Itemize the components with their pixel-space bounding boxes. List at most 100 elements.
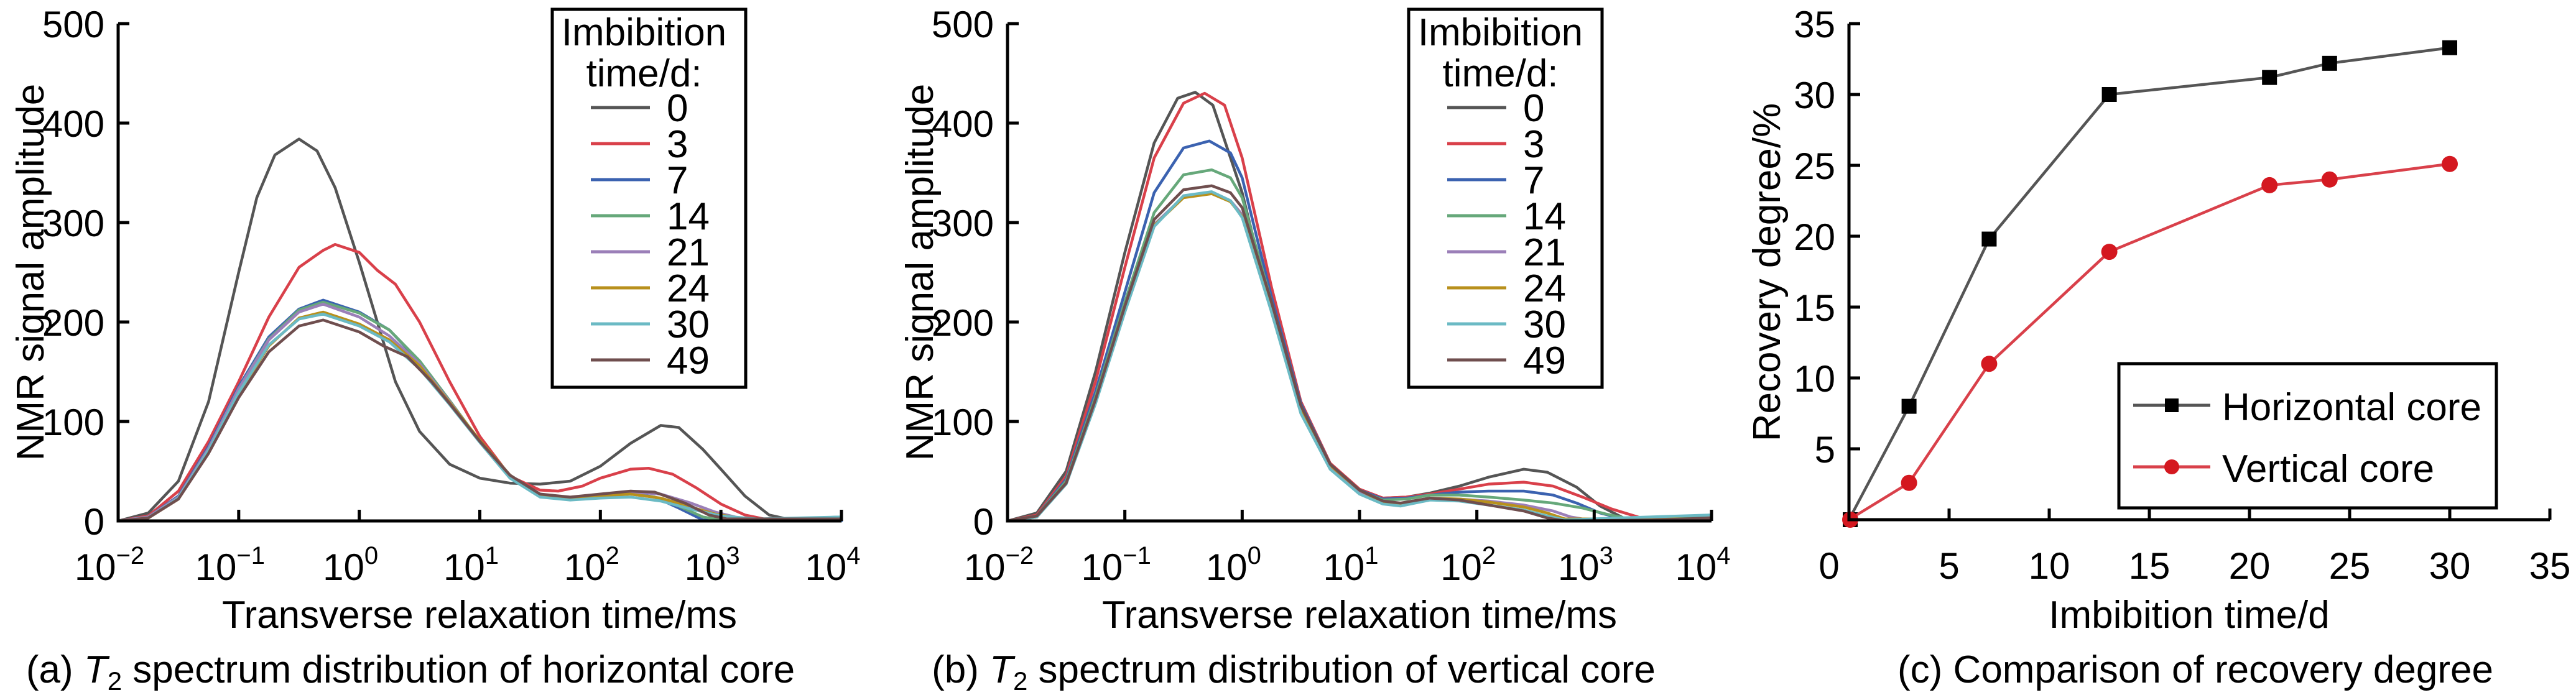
y-axis-label: NMR signal amplitude bbox=[9, 84, 52, 461]
series-line-49d bbox=[1006, 184, 1713, 523]
data-point-horizontal-core bbox=[1981, 231, 1997, 247]
tick-base: 10 bbox=[75, 546, 116, 588]
tick-exponent: 2 bbox=[606, 542, 619, 569]
tick-base: 10 bbox=[964, 546, 1006, 588]
tick-base: 10 bbox=[1675, 546, 1717, 588]
series-line-49d bbox=[116, 318, 843, 523]
legend-label-24d: 24 bbox=[1523, 267, 1566, 310]
x-tick-label: 25 bbox=[2329, 545, 2371, 587]
legend-label-21d: 21 bbox=[1523, 231, 1566, 274]
data-point-horizontal-core bbox=[1901, 398, 1917, 414]
tick-base: 10 bbox=[195, 546, 237, 588]
legend-title: time/d: bbox=[1442, 52, 1558, 95]
tick-exponent: 1 bbox=[1364, 542, 1378, 569]
tick-exponent: 3 bbox=[1600, 542, 1613, 569]
tick-exponent: 0 bbox=[364, 542, 378, 569]
y-tick-label: 0 bbox=[973, 501, 994, 543]
legend-label-14d: 14 bbox=[1523, 195, 1566, 238]
legend-label-0d: 0 bbox=[1523, 87, 1544, 130]
axes-group: 5 10 15 20 25 30 35 0 5 10 15 20 25 30 35 bbox=[1794, 4, 2570, 587]
series-line-24d bbox=[1006, 192, 1713, 523]
legend-label-49d: 49 bbox=[1523, 339, 1566, 382]
caption-rest: spectrum distribution of horizontal core bbox=[122, 648, 795, 691]
series-line-21d bbox=[1006, 191, 1713, 523]
legend-label-14d: 14 bbox=[667, 195, 710, 238]
panel-c-recovery: 5 10 15 20 25 30 35 0 5 10 15 20 25 30 35 Imbibition t… bbox=[1746, 4, 2570, 691]
tick-base: 10 bbox=[805, 546, 847, 588]
data-point-horizontal-core bbox=[2101, 87, 2117, 102]
tick-exponent: −2 bbox=[116, 542, 145, 569]
legend-label-24d: 24 bbox=[667, 267, 710, 310]
series-line-0d bbox=[1006, 91, 1713, 523]
series-line-3d bbox=[116, 242, 843, 523]
caption-italic: T bbox=[84, 648, 110, 691]
caption-rest: spectrum distribution of vertical core bbox=[1027, 648, 1656, 691]
tick-exponent: 0 bbox=[1248, 542, 1261, 569]
y-tick-label: 5 bbox=[1815, 429, 1835, 471]
tick-exponent: −1 bbox=[236, 542, 265, 569]
y-axis-label: NMR signal amplitude bbox=[899, 84, 942, 461]
axis-lines bbox=[1006, 24, 1712, 523]
y-tick-label: 400 bbox=[42, 103, 104, 145]
tick-exponent: −1 bbox=[1123, 542, 1151, 569]
x-tick-label: 20 bbox=[2229, 545, 2271, 587]
tick-exponent: 3 bbox=[726, 542, 739, 569]
y-tick-label: 35 bbox=[1794, 4, 1835, 45]
legend-label-7d: 7 bbox=[1523, 159, 1544, 202]
tick-base: 10 bbox=[1323, 546, 1365, 588]
x-tick-label: 103 bbox=[685, 542, 740, 588]
x-tick-label: 104 bbox=[1675, 542, 1731, 588]
y-tick-label: 200 bbox=[932, 302, 994, 344]
caption-sub: 2 bbox=[108, 666, 122, 695]
y-tick-label: 300 bbox=[42, 203, 104, 244]
x-tick-label: 10−1 bbox=[195, 542, 265, 588]
x-tick-label: 5 bbox=[1939, 545, 1959, 587]
x-axis-label: Transverse relaxation time/ms bbox=[222, 594, 737, 637]
x-tick-label: 10−2 bbox=[964, 542, 1034, 588]
data-point-horizontal-core bbox=[2322, 55, 2337, 71]
series-line-3d bbox=[1006, 91, 1713, 523]
legend-label-49d: 49 bbox=[667, 339, 710, 382]
y-tick-label: 30 bbox=[1794, 75, 1835, 116]
series-group bbox=[1842, 40, 2458, 528]
legend-label-30d: 30 bbox=[1523, 303, 1566, 346]
data-point-horizontal-core bbox=[2442, 40, 2457, 55]
legend-title: Imbibition bbox=[562, 11, 726, 54]
data-point-vertical-core bbox=[2261, 177, 2278, 193]
legend-label-0d: 0 bbox=[667, 87, 688, 130]
legend-title: time/d: bbox=[586, 52, 702, 95]
caption-prefix: (b) bbox=[932, 648, 989, 691]
legend-label-7d: 7 bbox=[667, 159, 688, 202]
y-tick-label: 200 bbox=[42, 302, 104, 344]
legend-label-30d: 30 bbox=[667, 303, 710, 346]
series-line-7d bbox=[1006, 139, 1713, 523]
data-point-vertical-core bbox=[2442, 155, 2458, 172]
x-tick-label: 10−1 bbox=[1081, 542, 1151, 588]
tick-base: 10 bbox=[1558, 546, 1600, 588]
series-line-0d bbox=[116, 137, 843, 523]
x-tick-label: 15 bbox=[2129, 545, 2171, 587]
legend-box bbox=[2117, 362, 2498, 510]
data-point-vertical-core bbox=[1981, 356, 1998, 372]
tick-exponent: 1 bbox=[485, 542, 499, 569]
legend-marker-square bbox=[2165, 398, 2179, 412]
series-line-30d bbox=[1006, 190, 1713, 523]
x-tick-label: 104 bbox=[805, 542, 861, 588]
axis-lines bbox=[1847, 24, 2550, 522]
tick-exponent: 4 bbox=[846, 542, 860, 569]
legend-label-vertical-core: Vertical core bbox=[2222, 448, 2434, 490]
x-tick-label: 100 bbox=[323, 542, 378, 588]
data-point-vertical-core bbox=[2101, 244, 2118, 260]
data-point-horizontal-core bbox=[2262, 70, 2277, 85]
x-tick-label: 100 bbox=[1206, 542, 1261, 588]
tick-base: 10 bbox=[1206, 546, 1248, 588]
y-axis-label: Recovery degree/% bbox=[1746, 103, 1789, 442]
x-tick-label: 35 bbox=[2529, 545, 2571, 587]
y-tick-label: 100 bbox=[42, 402, 104, 443]
x-tick-label: 102 bbox=[1440, 542, 1496, 588]
